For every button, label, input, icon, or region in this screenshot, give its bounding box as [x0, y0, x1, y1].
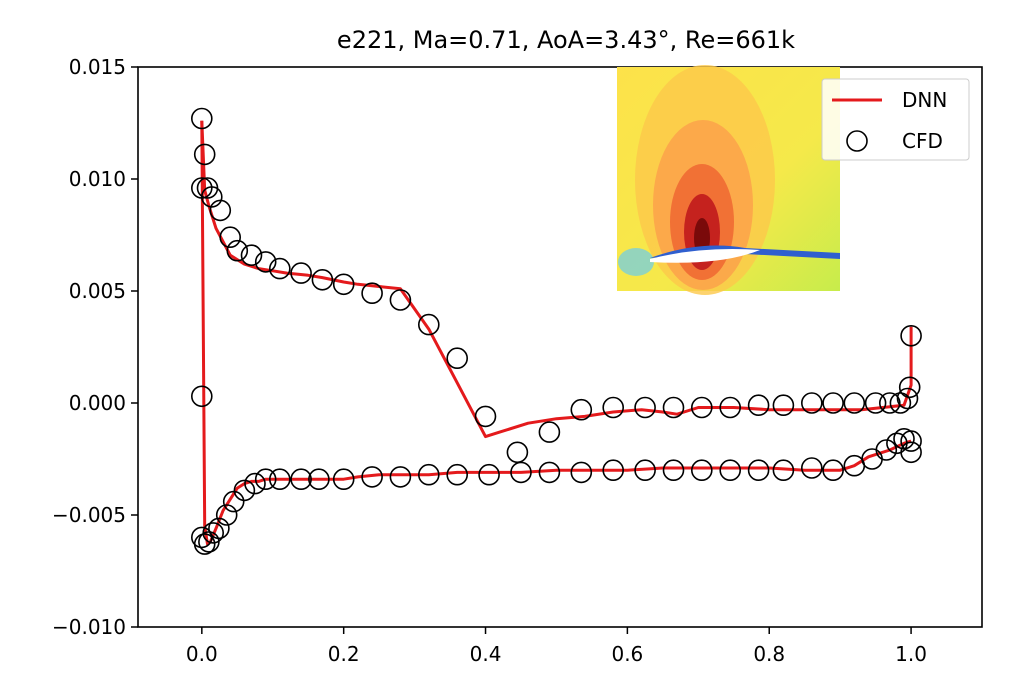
cfd-point [332, 468, 355, 491]
y-tick-label: 0.005 [69, 279, 126, 303]
cfd-point [822, 392, 844, 414]
cfd-series [191, 107, 922, 555]
cfd-point [889, 392, 912, 414]
cfd-point [719, 396, 742, 419]
cfd-point [244, 472, 266, 495]
cfd-point [634, 459, 656, 482]
cfd-point [361, 466, 383, 488]
cfd-point [896, 387, 919, 410]
cfd-point [417, 463, 440, 486]
cfd-point [478, 463, 500, 486]
cfd-point [662, 396, 685, 419]
cfd-point [268, 468, 291, 491]
cfd-point [389, 289, 412, 311]
cfd-point [690, 396, 713, 419]
x-tick-label: 0.0 [186, 642, 218, 666]
cfd-point [308, 468, 330, 491]
cfd-point [191, 107, 213, 130]
cfd-point [193, 143, 216, 166]
cfd-point [332, 273, 355, 296]
cfd-point [290, 468, 312, 491]
x-tick-label: 0.8 [753, 642, 785, 666]
cfd-point [417, 313, 440, 336]
cfd-point [719, 459, 742, 482]
cfd-point [900, 324, 922, 347]
cfd-point [446, 347, 469, 370]
y-tick-label: −0.010 [52, 615, 126, 639]
cfd-point [191, 385, 213, 408]
cfd-point [800, 457, 823, 479]
chart-title: e221, Ma=0.71, AoA=3.43°, Re=661k [337, 26, 795, 54]
cfd-point [202, 522, 224, 544]
cfd-point [875, 439, 898, 461]
cfd-point [634, 396, 656, 419]
cfd-point [747, 394, 770, 417]
cfd-point [900, 430, 922, 452]
x-tick-label: 0.4 [470, 642, 502, 666]
cfd-point [570, 461, 593, 484]
cfd-point [215, 504, 238, 526]
cfd-point [506, 441, 529, 464]
y-tick-label: 0.010 [69, 167, 126, 191]
cfd-point [226, 239, 249, 262]
cfd-point [201, 186, 223, 208]
cfd-point [254, 468, 277, 491]
cfd-point [602, 459, 625, 482]
cfd-point [268, 257, 291, 280]
x-axis: 0.0 0.2 0.4 0.6 0.8 1.0 [186, 627, 927, 666]
cfd-point [898, 376, 921, 399]
legend-cfd-swatch [846, 130, 868, 152]
legend-dnn-label: DNN [902, 88, 947, 112]
y-tick-label: −0.005 [52, 503, 126, 527]
cfd-point [800, 392, 823, 414]
legend: DNN CFD [821, 78, 970, 161]
cfd-point [822, 459, 844, 482]
cfd-point [662, 459, 685, 482]
cfd-point [233, 479, 256, 502]
x-tick-label: 0.2 [328, 642, 360, 666]
flow-field-inset [617, 65, 840, 295]
legend-cfd-label: CFD [902, 129, 943, 153]
cfd-point [510, 461, 532, 484]
cfd-point [570, 398, 593, 421]
cfd-point [864, 392, 887, 414]
cfd-point [389, 466, 412, 488]
cfd-point [311, 268, 334, 291]
cfd-point [690, 459, 713, 482]
cfd-point [538, 421, 561, 443]
cfd-point [772, 394, 795, 417]
x-tick-label: 1.0 [895, 642, 927, 666]
cfd-point [602, 396, 625, 419]
cfd-point [747, 459, 770, 482]
cfd-point [878, 392, 901, 414]
cfd-point [290, 262, 312, 284]
cfd-point [254, 251, 277, 273]
cfd-point [772, 459, 795, 482]
cfd-point [538, 461, 561, 484]
cfd-point [209, 199, 232, 222]
y-tick-label: 0.000 [69, 391, 126, 415]
cfd-point [843, 392, 866, 414]
cfd-point [219, 226, 241, 248]
cfd-point [193, 533, 216, 555]
y-tick-label: 0.015 [69, 55, 126, 79]
cfd-point [208, 517, 230, 540]
cfd-point [361, 282, 383, 305]
dnn-lower-surface-line [200, 120, 912, 546]
cfd-point [900, 441, 922, 464]
cfd-point [446, 463, 469, 486]
cfd-point [240, 244, 263, 266]
plot-area-frame [137, 66, 983, 628]
x-tick-label: 0.6 [611, 642, 643, 666]
y-axis: 0.015 0.010 0.005 0.000 −0.005 −0.010 [52, 55, 138, 639]
cfd-point [474, 405, 497, 428]
